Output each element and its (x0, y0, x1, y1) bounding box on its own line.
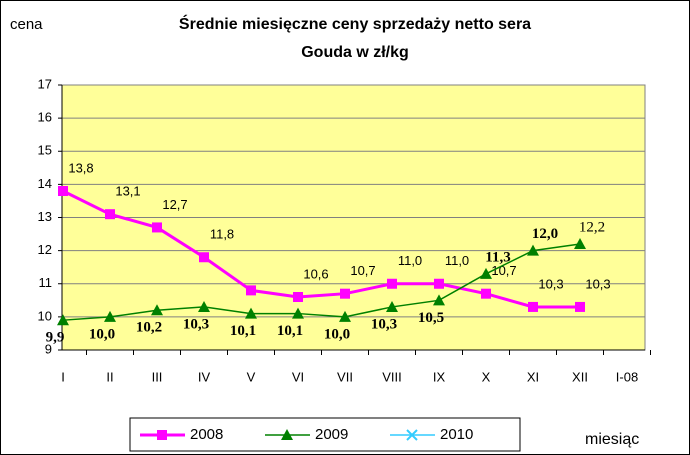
marker (434, 278, 444, 289)
x-tick-label: I-08 (616, 369, 638, 384)
marker (386, 300, 398, 312)
data-label: 12,0 (532, 226, 558, 242)
marker (58, 186, 68, 196)
x-tick-label: VIII (382, 369, 402, 384)
x-tick-label: II (106, 369, 113, 384)
data-label: 11,0 (445, 253, 469, 268)
data-label: 10,5 (418, 310, 444, 326)
y-tick-label: 15 (38, 143, 52, 158)
marker (433, 294, 445, 306)
x-axis-label: miesiąc (585, 431, 639, 448)
marker (527, 244, 539, 256)
marker (246, 285, 256, 296)
marker (152, 222, 162, 233)
marker (157, 430, 167, 440)
legend-label: 2010 (440, 426, 473, 443)
marker (574, 238, 586, 249)
marker (387, 278, 397, 289)
x-tick-label: X (482, 369, 491, 384)
marker (575, 301, 585, 312)
data-label: 13,1 (115, 184, 140, 199)
data-label: 10,1 (277, 323, 303, 339)
marker (292, 307, 304, 319)
marker (481, 288, 491, 299)
data-label: 10,3 (183, 316, 209, 332)
data-label: 12,2 (579, 219, 605, 235)
legend (129, 417, 521, 452)
chart-title: Gouda w zł/kg (301, 44, 409, 61)
y-tick-label: 10 (38, 308, 52, 323)
marker (340, 288, 350, 299)
data-label: 12,7 (162, 197, 187, 212)
x-tick-label: XII (572, 369, 588, 384)
x-tick-label: VII (337, 369, 353, 384)
x-tick-label: VI (292, 369, 304, 384)
marker (245, 307, 257, 319)
data-label: 11,8 (210, 227, 234, 242)
series-line (62, 189, 580, 309)
series-line (62, 243, 581, 321)
data-label: 10,3 (371, 316, 397, 332)
marker (339, 310, 351, 322)
y-tick-label: 16 (38, 110, 52, 125)
data-label: 9,9 (46, 330, 65, 346)
marker (293, 292, 303, 302)
data-label: 10,3 (538, 276, 563, 291)
marker (151, 304, 163, 316)
x-tick-label: III (152, 369, 163, 384)
marker (528, 301, 538, 312)
marker (406, 429, 418, 441)
data-label: 10,7 (350, 263, 375, 278)
y-tick-label: 13 (38, 209, 52, 224)
legend-label: 2008 (190, 426, 223, 443)
marker (105, 209, 115, 220)
data-label: 10,6 (303, 266, 328, 281)
marker (104, 310, 116, 322)
x-tick-label: V (247, 369, 256, 384)
y-tick-label: 12 (38, 242, 52, 257)
data-label: 10,0 (89, 326, 115, 342)
marker (57, 314, 69, 326)
data-label: 11,0 (398, 253, 422, 268)
x-tick-label: IX (433, 369, 446, 384)
x-tick-label: I (61, 369, 65, 384)
y-tick-label: 17 (38, 76, 52, 91)
x-tick-label: XI (527, 369, 539, 384)
x-tick-label: IV (198, 369, 211, 384)
data-label: 13,8 (68, 160, 93, 175)
y-tick-label: 14 (38, 176, 52, 191)
marker (198, 300, 210, 312)
marker (281, 429, 293, 440)
data-label: 10,3 (585, 276, 610, 291)
y-tick-label: 9 (45, 341, 52, 356)
legend-label: 2009 (315, 426, 348, 443)
marker (199, 252, 209, 263)
chart-title: Średnie miesięczne ceny sprzedaży netto … (179, 14, 531, 33)
y-axis-label: cena (10, 16, 43, 33)
data-label: 10,2 (136, 320, 162, 336)
marker (480, 267, 492, 279)
data-label: 10,1 (230, 323, 256, 339)
data-label: 10,7 (491, 263, 516, 278)
data-label: 11,3 (485, 249, 510, 265)
y-tick-label: 11 (39, 275, 53, 290)
data-label: 10,0 (324, 326, 350, 342)
